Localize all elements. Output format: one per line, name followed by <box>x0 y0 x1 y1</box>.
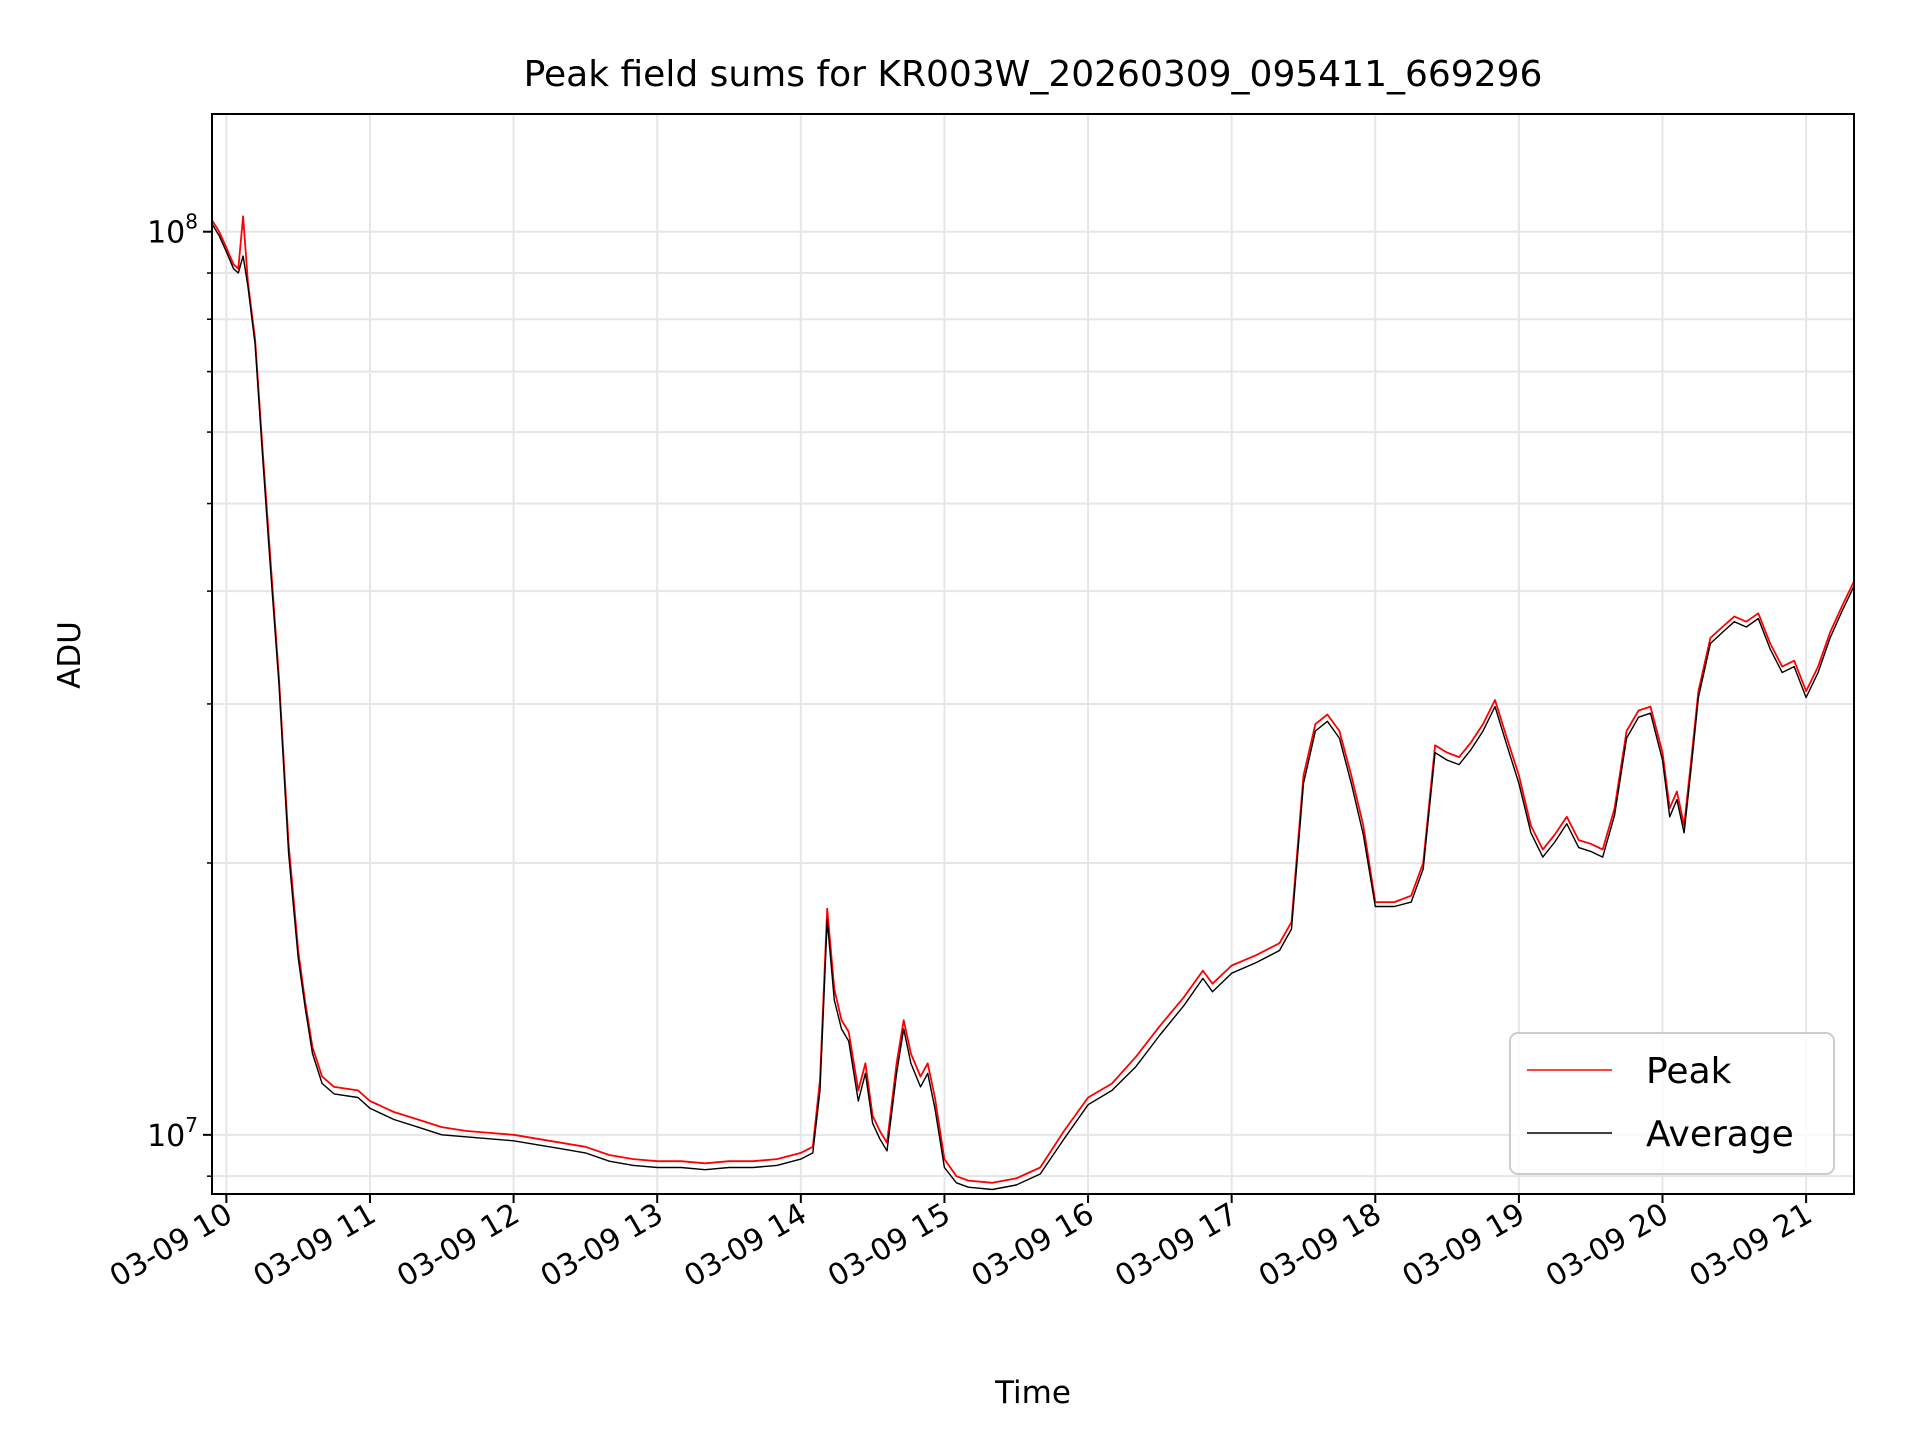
y-tick-label: 108 <box>147 210 198 251</box>
series-layer <box>211 215 1855 1191</box>
y-axis: 107 108 <box>147 210 212 1177</box>
plot-frame <box>211 113 1855 1195</box>
legend-label-peak: Peak <box>1646 1051 1732 1092</box>
legend-box <box>1509 1032 1835 1175</box>
y-axis-label: ADU <box>52 621 88 689</box>
legend: Peak Average <box>1509 1032 1835 1175</box>
series-line-peak <box>211 215 1855 1184</box>
y-tick-label: 107 <box>147 1113 198 1154</box>
x-axis-label: Time <box>994 1375 1071 1411</box>
chart-title: Peak field sums for KR003W_20260309_0954… <box>524 54 1543 95</box>
grid <box>212 114 1854 1194</box>
legend-label-average: Average <box>1646 1114 1794 1155</box>
series-line-average <box>211 223 1855 1191</box>
